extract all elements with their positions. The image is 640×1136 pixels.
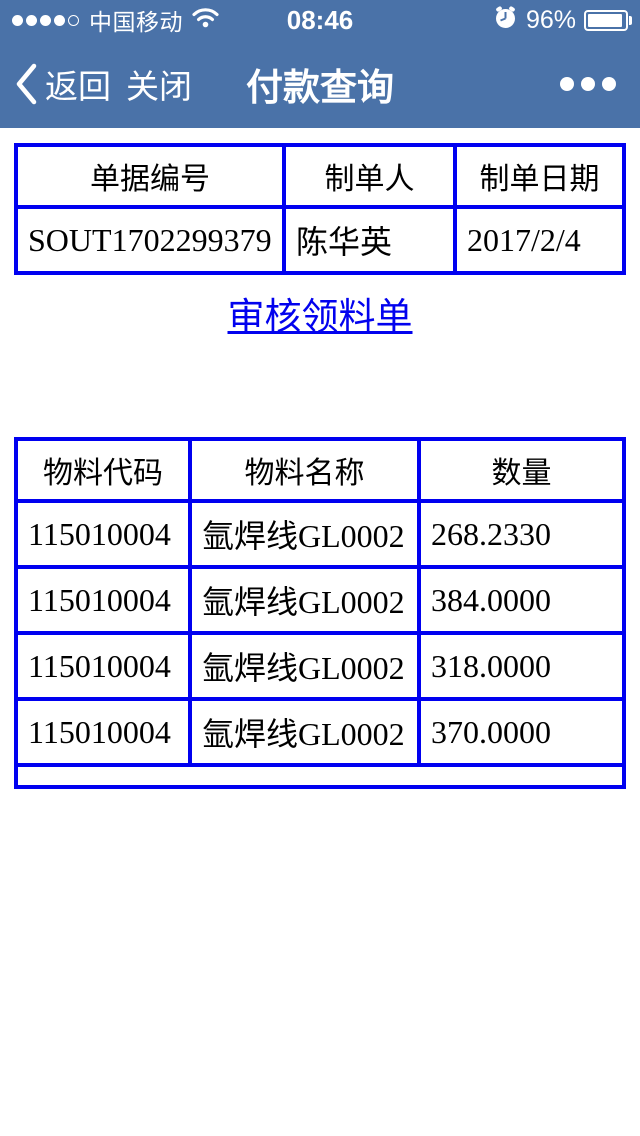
- table-footer-cell: [14, 763, 626, 789]
- quantity-cell: 268.2330: [417, 499, 626, 569]
- page-title: 付款查询: [246, 67, 394, 108]
- alarm-clock-icon: [494, 6, 517, 34]
- material-code-cell: 115010004: [14, 565, 192, 635]
- material-code-cell: 115010004: [14, 697, 192, 767]
- signal-dot: [12, 14, 23, 26]
- material-name-cell: 氩焊线GL0002: [188, 565, 421, 635]
- signal-dot: [54, 14, 65, 26]
- signal-dot: [68, 14, 79, 26]
- material-row: 115010004 氩焊线GL0002 268.2330: [14, 499, 626, 569]
- quantity-cell: 318.0000: [417, 631, 626, 701]
- app-header: 中国移动 08:46: [0, 0, 640, 128]
- document-info-table: 单据编号 制单人 制单日期 SOUT1702299379 陈华英 2017/2/…: [14, 143, 626, 275]
- carrier-label: 中国移动: [89, 9, 183, 35]
- doc-date-cell: 2017/2/4: [453, 205, 626, 275]
- status-left-group: 中国移动: [8, 3, 219, 37]
- action-link-row: 审核领料单: [0, 286, 640, 340]
- quantity-cell: 384.0000: [417, 565, 626, 635]
- material-row: 115010004 氩焊线GL0002 318.0000: [14, 631, 626, 701]
- materials-table-footer-row: [14, 763, 626, 789]
- battery-icon: [584, 9, 632, 31]
- material-code-cell: 115010004: [14, 499, 192, 569]
- nav-bar: 返回 关闭 付款查询: [0, 40, 640, 128]
- content: 单据编号 制单人 制单日期 SOUT1702299379 陈华英 2017/2/…: [0, 143, 640, 789]
- approve-requisition-link[interactable]: 审核领料单: [227, 296, 413, 337]
- material-code-cell: 115010004: [14, 631, 192, 701]
- battery-percent-label: 96%: [525, 5, 576, 34]
- material-name-cell: 氩焊线GL0002: [188, 499, 421, 569]
- back-button[interactable]: 返回: [14, 60, 111, 108]
- close-button[interactable]: 关闭: [126, 68, 192, 105]
- material-name-header: 物料名称: [188, 437, 421, 503]
- material-name-cell: 氩焊线GL0002: [188, 697, 421, 767]
- ellipsis-dot: [581, 77, 595, 91]
- material-code-header: 物料代码: [14, 437, 192, 503]
- doc-number-header: 单据编号: [14, 143, 286, 209]
- quantity-header: 数量: [417, 437, 626, 503]
- material-name-cell: 氩焊线GL0002: [188, 631, 421, 701]
- signal-strength-icon: [12, 14, 79, 26]
- materials-table-header-row: 物料代码 物料名称 数量: [14, 437, 626, 503]
- wifi-icon: [192, 7, 219, 33]
- material-row: 115010004 氩焊线GL0002 370.0000: [14, 697, 626, 767]
- back-button-label: 返回: [45, 68, 111, 105]
- chevron-left-icon: [14, 62, 38, 106]
- ellipsis-menu-button[interactable]: [560, 67, 616, 101]
- ellipsis-dot: [602, 77, 616, 91]
- status-bar: 中国移动 08:46: [0, 0, 640, 40]
- material-row: 115010004 氩焊线GL0002 384.0000: [14, 565, 626, 635]
- creator-header: 制单人: [282, 143, 457, 209]
- document-table-row: SOUT1702299379 陈华英 2017/2/4: [14, 205, 626, 275]
- signal-dot: [40, 14, 51, 26]
- doc-number-cell: SOUT1702299379: [14, 205, 286, 275]
- battery-fill: [588, 13, 623, 27]
- doc-date-header: 制单日期: [453, 143, 626, 209]
- quantity-cell: 370.0000: [417, 697, 626, 767]
- signal-dot: [26, 14, 37, 26]
- materials-table: 物料代码 物料名称 数量 115010004 氩焊线GL0002 268.233…: [14, 437, 626, 789]
- status-right-group: 96%: [494, 6, 632, 35]
- creator-cell: 陈华英: [282, 205, 457, 275]
- ellipsis-dot: [560, 77, 574, 91]
- document-table-header-row: 单据编号 制单人 制单日期: [14, 143, 626, 209]
